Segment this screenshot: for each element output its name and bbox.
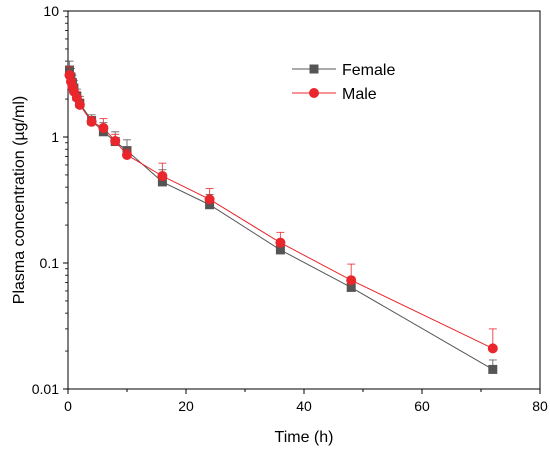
data-point	[487, 343, 498, 354]
data-point	[275, 245, 285, 255]
x-axis-title: Time (h)	[275, 429, 334, 446]
y-axis-title: Plasma concentration (µg/ml)	[11, 96, 28, 304]
data-point	[157, 177, 167, 187]
legend-marker	[309, 64, 319, 74]
legend-label: Male	[342, 86, 377, 103]
data-point	[488, 364, 498, 374]
series-line	[68, 69, 494, 370]
axes: 0 20 40 60 80 0.01 0.1 1 10	[32, 3, 548, 414]
data-point	[346, 282, 356, 292]
data-point	[157, 171, 168, 182]
series-female	[64, 60, 498, 374]
y-tick-label: 1	[51, 129, 59, 145]
legend-marker	[309, 88, 319, 98]
x-tick-label: 0	[64, 398, 72, 414]
x-tick-label: 40	[296, 398, 312, 414]
y-tick-label: 10	[43, 3, 59, 19]
x-tick-label: 60	[414, 398, 430, 414]
data-point	[275, 237, 286, 248]
data-point	[110, 135, 121, 146]
series-line	[68, 74, 494, 349]
legend-label: Female	[342, 62, 395, 79]
data-point	[86, 116, 97, 127]
y-tick-label: 0.01	[32, 381, 59, 397]
series-male	[64, 66, 498, 354]
series-layer	[64, 60, 498, 374]
x-tick-label: 80	[532, 398, 548, 414]
x-tick-label: 20	[178, 398, 194, 414]
data-point	[122, 149, 132, 160]
y-tick-label: 0.1	[40, 255, 60, 271]
data-point	[346, 275, 357, 286]
legend: Female Male	[292, 62, 395, 103]
data-point	[74, 99, 85, 110]
plot-frame	[67, 10, 541, 390]
data-point	[205, 200, 215, 210]
data-point	[98, 122, 109, 133]
data-point	[204, 194, 215, 205]
